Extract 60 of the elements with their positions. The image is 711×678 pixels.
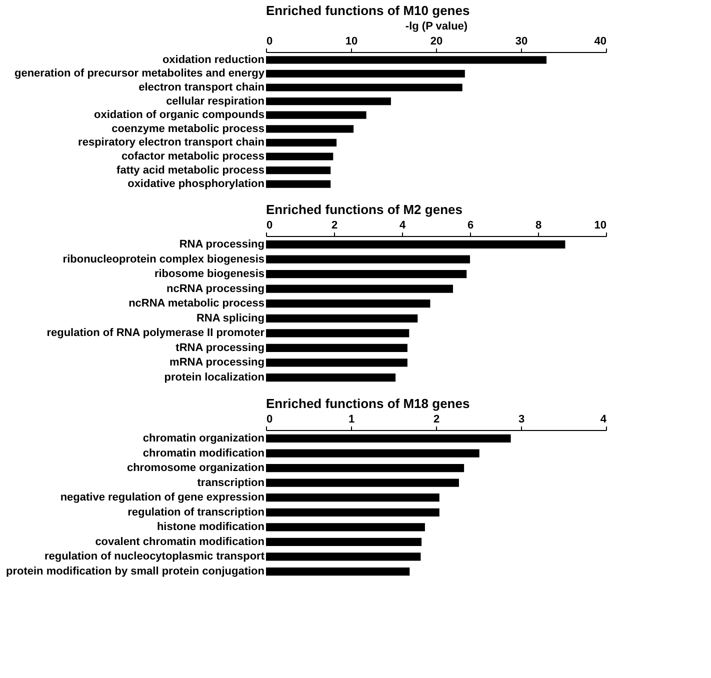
x-tick-label: 10 [594,220,606,232]
y-tick-label: ncRNA metabolic process [128,298,264,310]
bar [266,449,480,458]
y-tick-label: oxidation reduction [162,54,265,66]
y-tick-label: transcription [197,476,265,489]
bar [266,523,425,532]
y-tick-label: chromosome organization [126,462,265,474]
x-tick-label: 4 [399,220,406,232]
y-tick-label: electron transport chain [138,82,265,94]
y-tick-label: oxidative phosphorylation [128,178,265,190]
x-tick-label: 3 [518,414,525,426]
chart-title: Enriched functions of M10 genes [266,3,470,18]
x-tick-label: 4 [600,414,608,426]
y-tick-label: negative regulation of gene expression [60,492,265,504]
y-tick-label: mRNA processing [170,356,264,369]
chart-title: Enriched functions of M2 genes [266,202,462,217]
x-tick-label: 40 [594,36,606,48]
y-tick-label: histone modification [156,521,265,534]
bar [266,552,421,561]
y-tick-label: coenzyme metabolic process [112,122,264,135]
x-tick-label: 6 [467,220,474,232]
bar [266,508,440,516]
y-tick-label: RNA processing [179,238,264,250]
x-tick-label: 0 [266,414,273,426]
y-tick-label: generation of precursor metabolites and energy [14,68,266,80]
x-tick-label: 2 [433,414,440,426]
bar [266,567,410,576]
x-tick-label: 20 [430,36,443,48]
y-tick-label: regulation of transcription [128,506,265,518]
y-tick-label: protein modification by small protein conjugation [6,566,265,578]
y-tick-label: RNA splicing [196,312,264,324]
x-tick-label: 1 [348,414,355,426]
bar [266,478,459,487]
bar [266,494,440,502]
y-tick-label: oxidation of organic compounds [94,109,264,122]
y-tick-label: covalent chromatin modification [95,536,265,548]
bar [266,434,511,443]
bar [266,464,464,472]
y-tick-label: chromatin modification [142,447,265,460]
x-tick-label: 10 [345,36,358,48]
x-tick-label: 0 [266,36,273,48]
y-tick-label: respiratory electron transport chain [78,136,265,149]
x-tick-label: 0 [266,220,273,232]
x-tick-label: 2 [331,220,338,232]
x-axis-title: -lg (P value) [405,20,468,32]
y-tick-label: chromatin organization [142,432,265,444]
chart-title: Enriched functions of M18 genes [266,396,470,411]
y-tick-label: ncRNA processing [166,282,264,295]
bar [266,538,422,546]
y-tick-label: cellular respiration [166,95,265,108]
y-tick-label: ribonucleoprotein complex biogenesis [62,253,264,266]
y-tick-label: protein localization [164,372,265,384]
y-tick-label: ribosome biogenesis [154,268,264,280]
y-tick-label: regulation of RNA polymerase II promoter [46,327,266,340]
y-tick-label: regulation of nucleocytoplasmic transport [44,550,265,563]
x-tick-label: 30 [515,36,528,48]
y-tick-label: fatty acid metabolic process [116,164,264,176]
y-tick-label: tRNA processing [176,342,264,354]
y-tick-label: cofactor metabolic process [121,150,264,162]
x-tick-label: 8 [535,220,542,232]
